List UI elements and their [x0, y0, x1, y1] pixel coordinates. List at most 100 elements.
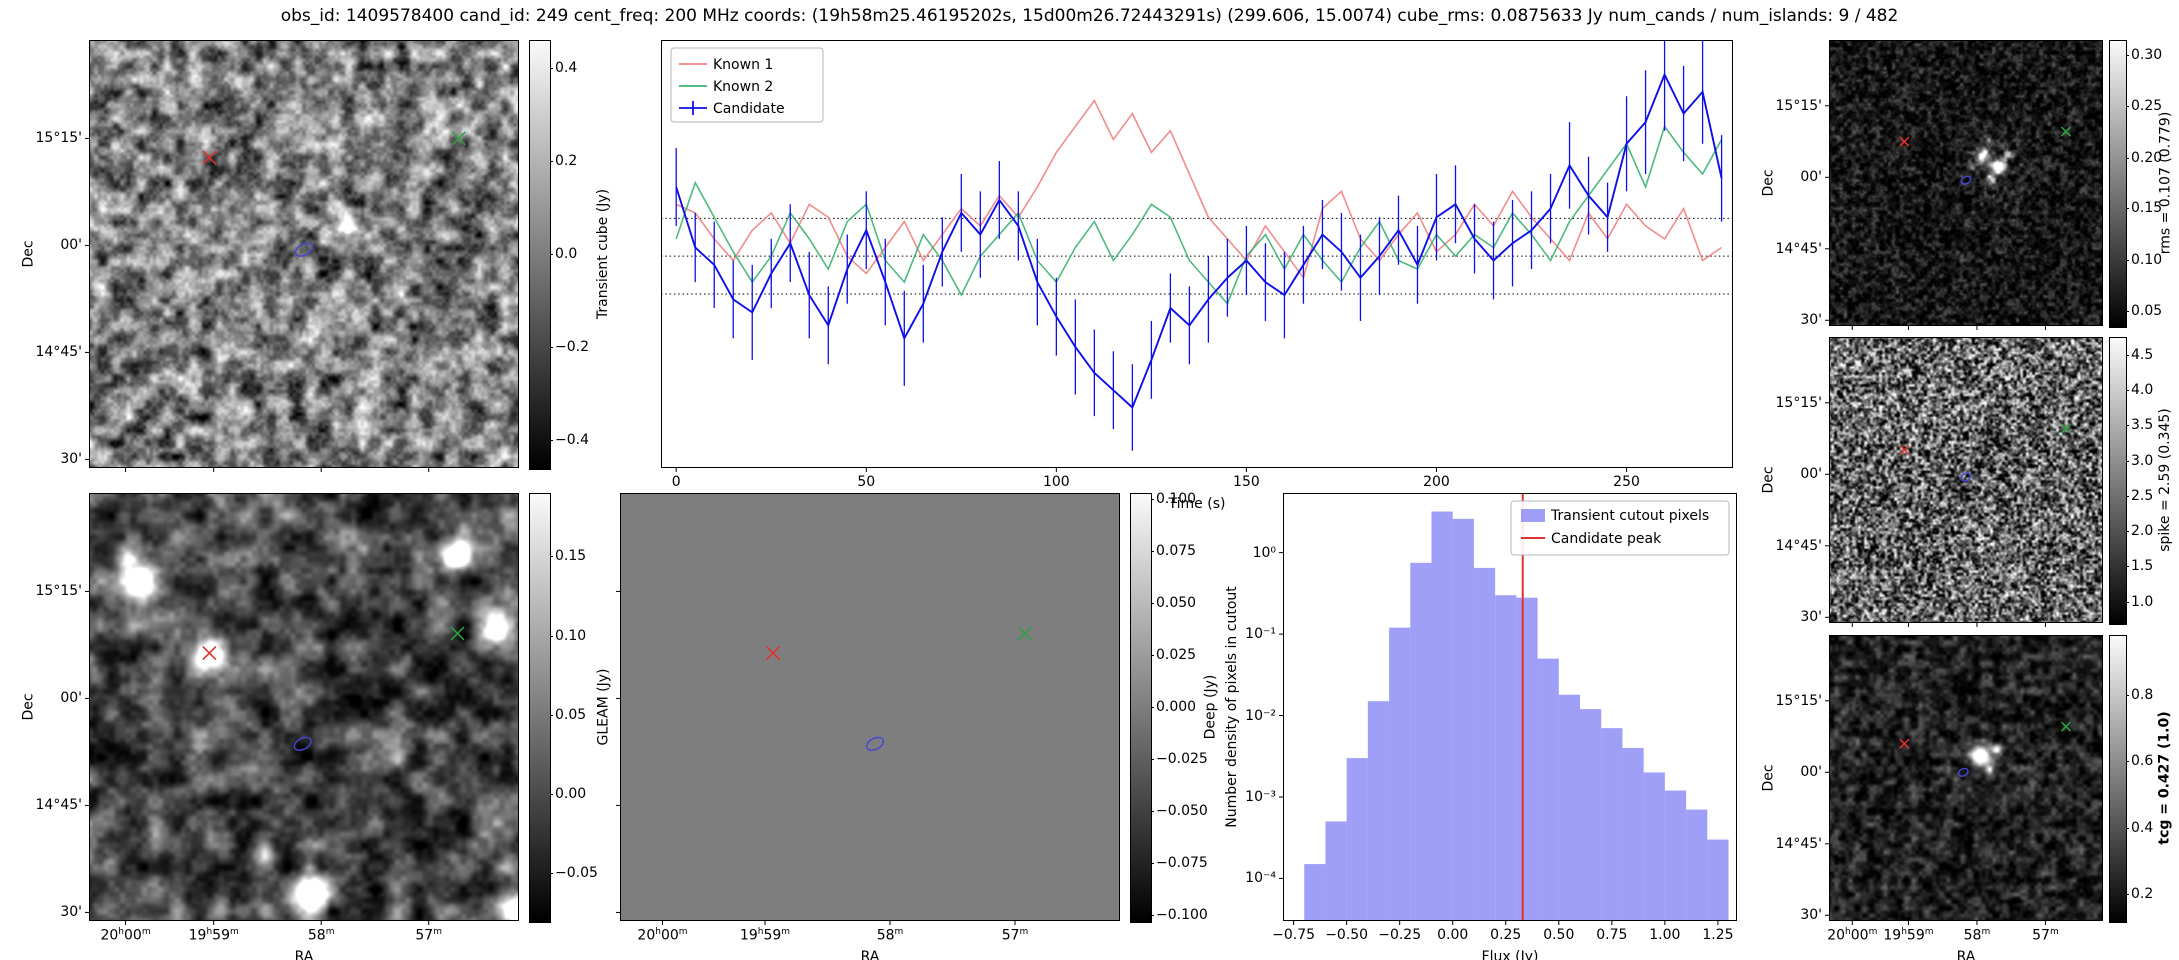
flux-tick-label-7: 1.00 [1649, 927, 1681, 943]
spike-colorbar-tick [2126, 354, 2129, 356]
histogram-bar [1622, 747, 1644, 921]
spike-colorbar-tick-label-7: 1.0 [2131, 593, 2154, 610]
tcg-overlay [1825, 635, 2103, 925]
histogram-bar [1367, 701, 1390, 921]
transient-image [89, 40, 519, 468]
ra-tick-label-3: 57m [1001, 927, 1029, 944]
dec-tick-label-1: 00' [60, 690, 82, 707]
gleam-colorbar-tick [550, 715, 553, 717]
dec-tick-label-1: 00' [1800, 764, 1822, 781]
ra-tick-label-1: 19h59m [1883, 927, 1934, 944]
gleam-overlay [85, 493, 519, 925]
dec-tick-label-3: 30' [60, 904, 82, 921]
deep-colorbar-tick [1151, 655, 1154, 657]
spike-colorbar-tick [2126, 389, 2129, 391]
rms-colorbar-tick-label-0: 0.30 [2131, 47, 2163, 64]
deep-colorbar-tick-label-3: 0.025 [1156, 647, 1197, 664]
spike-colorbar-tick [2126, 460, 2129, 462]
deep-colorbar-tick [1151, 707, 1154, 708]
gleam-colorbar-tick-label-3: 0.00 [555, 786, 587, 803]
dec-tick-label-2: 14°45' [35, 797, 82, 814]
deep-colorbar-tick-label-6: −0.050 [1156, 803, 1208, 819]
dec-tick-label-3: 30' [1800, 609, 1822, 626]
transient-colorbar-tick [550, 440, 553, 442]
spike-colorbar-tick [2126, 531, 2129, 533]
gleam-colorbar-tick-label-0: 0.15 [555, 548, 587, 565]
flux-tick-label-4: 0.25 [1490, 927, 1522, 943]
deep-overlay [616, 493, 1120, 925]
dec-tick-label-2: 14°45' [35, 344, 82, 361]
rms-image [1829, 40, 2103, 326]
tcg-colorbar-tick [2126, 761, 2129, 763]
transient-colorbar-tick-label-1: 0.2 [555, 153, 578, 170]
time-tick-label-2: 100 [1042, 474, 1070, 490]
histogram-bar [1325, 821, 1347, 921]
transient-colorbar-tick [550, 161, 553, 163]
deep-colorbar-tick [1151, 758, 1154, 760]
spike-colorbar-tick-label-6: 1.5 [2131, 558, 2154, 575]
transient-colorbar [529, 40, 551, 470]
deep-colorbar-tick-label-1: 0.075 [1156, 543, 1197, 560]
rms-colorbar-tick [2126, 310, 2129, 312]
lightcurve-legend: Known 1 Known 2 Candidate [670, 47, 824, 123]
density-tick-label-1: 10⁻¹ [1245, 626, 1276, 643]
known-source-2-marker-icon [1017, 626, 1033, 641]
dec-tick-label-2: 14°45' [1775, 835, 1822, 852]
spike-colorbar-tick-label-0: 4.5 [2131, 346, 2154, 363]
time-tick-label-3: 150 [1233, 474, 1260, 490]
tcg-colorbar-tick-label-3: 0.2 [2131, 886, 2154, 903]
deep-colorbar-tick [1151, 602, 1154, 604]
histogram-bar [1580, 709, 1602, 921]
time-tick-label-5: 250 [1613, 474, 1640, 490]
histogram-bar [1495, 595, 1517, 921]
flux-tick-label-3: 0.00 [1437, 927, 1469, 943]
tcg-colorbar-tick [2126, 694, 2129, 696]
dec-tick-label-0: 15°15' [1775, 97, 1822, 114]
legend-label-3: Candidate [713, 101, 785, 117]
density-tick-label-3: 10⁻³ [1245, 788, 1276, 805]
ra-tick-label-3: 57m [2032, 927, 2059, 944]
tcg-colorbar [2109, 635, 2127, 923]
known-source-1-marker-icon [1899, 136, 1910, 147]
density-tick-label-4: 10⁻⁴ [1245, 870, 1276, 887]
deep-colorbar [1130, 493, 1152, 923]
histogram-bar [1410, 562, 1432, 921]
gleam-colorbar-tick-label-4: −0.05 [555, 865, 598, 882]
dec-tick-label-3: 30' [60, 451, 82, 468]
tcg-colorbar-tick [2126, 827, 2129, 829]
spike-colorbar-tick [2126, 496, 2129, 498]
lightcurve-xlabel: Time (s) [1168, 496, 1226, 512]
rms-colorbar [2109, 40, 2127, 328]
rms-colorbar-tick [2126, 55, 2129, 57]
candidate-marker-icon [865, 736, 885, 751]
rms-colorbar-tick-label-2: 0.20 [2131, 149, 2163, 166]
figure-title: obs_id: 1409578400 cand_id: 249 cent_fre… [280, 6, 1899, 26]
spike-colorbar-tick [2126, 566, 2129, 568]
histogram-legend: Transient cutout pixels Candidate peak [1510, 500, 1730, 556]
dec-tick-label-2: 14°45' [1775, 537, 1822, 554]
known-source-1-marker-icon [202, 150, 217, 165]
rms-colorbar-tick-label-3: 0.15 [2131, 200, 2163, 217]
rms-colorbar-tick [2126, 208, 2129, 210]
known-source-2-marker-icon [2060, 721, 2072, 732]
dec-tick-label-1: 00' [1800, 466, 1822, 483]
transient-colorbar-tick [550, 254, 553, 255]
dec-tick-label-0: 15°15' [1775, 394, 1822, 411]
deep-colorbar-tick [1151, 551, 1154, 553]
histogram-bar [1601, 728, 1623, 921]
histogram-bar [1686, 809, 1708, 921]
flux-tick-label-6: 0.75 [1596, 927, 1628, 943]
deep-colorbar-tick-label-5: −0.025 [1156, 750, 1208, 767]
time-tick-label-0: 0 [671, 474, 681, 490]
candidate-marker-icon [1960, 472, 1972, 482]
spike-colorbar-tick-label-4: 2.5 [2131, 488, 2154, 505]
gleam-xlabel: RA [294, 949, 314, 960]
known-source-1-marker-icon [1899, 444, 1910, 456]
density-tick-label-0: 10⁰ [1252, 544, 1276, 561]
ra-tick-label-0: 20h00m [1827, 927, 1878, 944]
histogram-bar [1664, 790, 1687, 921]
rms-overlay [1825, 40, 2103, 330]
legend-label-2: Known 2 [713, 79, 773, 95]
spike-image [1829, 337, 2103, 623]
histogram-bar [1389, 627, 1411, 921]
